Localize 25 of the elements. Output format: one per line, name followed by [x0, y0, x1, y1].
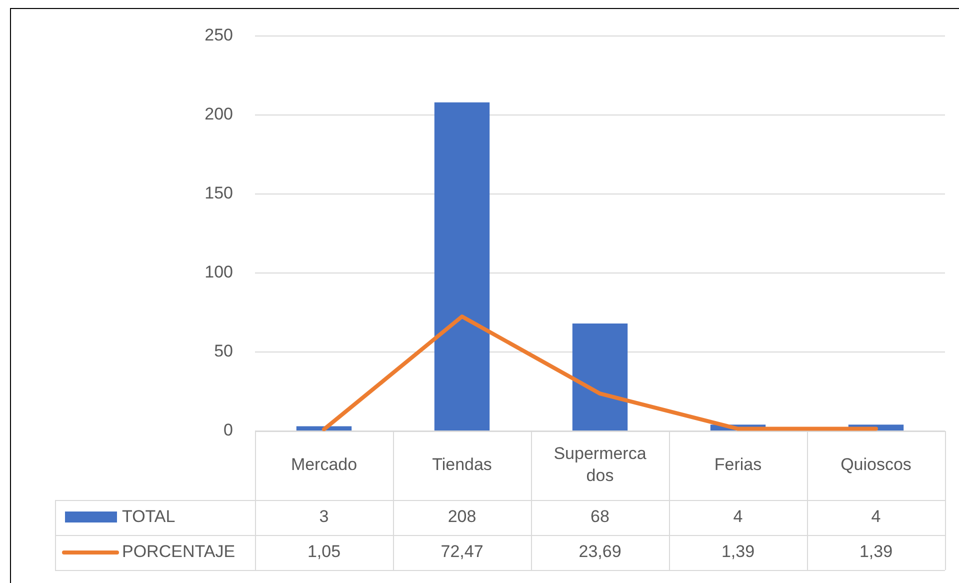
- data-label: 1,05: [307, 542, 341, 562]
- y-tick-label: 150: [204, 184, 233, 203]
- bar: [434, 102, 490, 430]
- y-tick-label: 0: [224, 420, 233, 440]
- bar: [572, 324, 628, 430]
- x-tick-label: Ferias: [714, 455, 762, 474]
- y-tick-label: 100: [204, 262, 233, 282]
- x-tick-label: Quioscos: [840, 455, 912, 474]
- x-tick-label: Tiendas: [432, 455, 492, 474]
- x-tick-label: Mercado: [290, 455, 358, 474]
- data-label: 1,39: [859, 542, 893, 562]
- y-tick-label: 50: [214, 342, 233, 361]
- data-label: 1,39: [721, 542, 755, 562]
- y-tick-label: 200: [204, 104, 233, 124]
- y-tick-label: 250: [204, 26, 233, 45]
- data-label: 4: [733, 507, 743, 526]
- data-label: 3: [319, 507, 329, 526]
- data-label: 208: [448, 507, 476, 526]
- legend-label: TOTAL: [122, 507, 176, 526]
- data-label: 23,69: [578, 542, 622, 562]
- legend-label: PORCENTAJE: [122, 542, 236, 562]
- data-label: 4: [871, 507, 881, 526]
- data-label: 68: [590, 507, 610, 526]
- data-label: 72,47: [440, 542, 484, 562]
- x-tick-label: Supermercados: [554, 444, 647, 486]
